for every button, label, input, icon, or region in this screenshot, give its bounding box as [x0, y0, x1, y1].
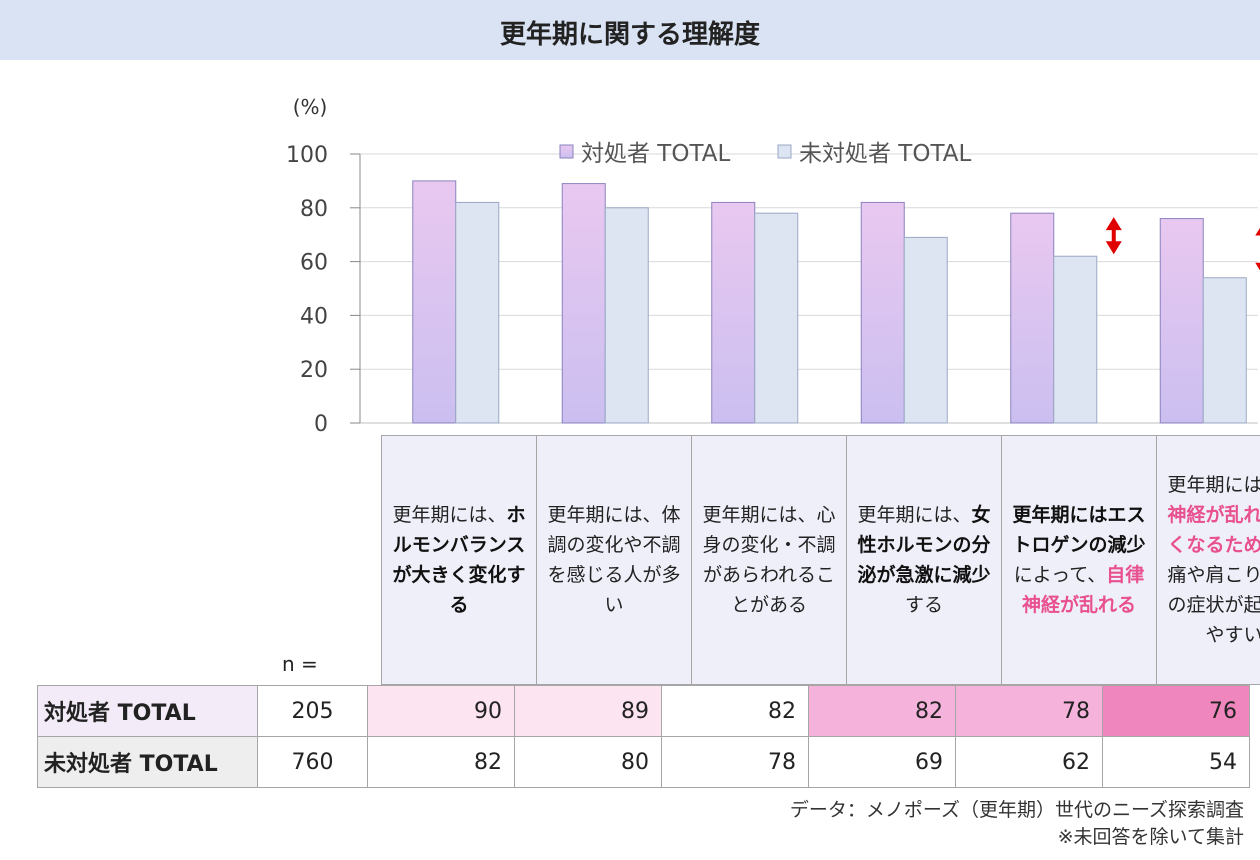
category-label-bold: ホルモンバランスが大きく変化する	[392, 504, 526, 616]
bar-series-1	[1159, 218, 1204, 424]
value-cell: 82	[367, 736, 515, 788]
row-label: 対処者 TOTAL	[37, 685, 258, 737]
title-bar: 更年期に関する理解度	[0, 0, 1260, 60]
value-cell: 62	[955, 736, 1103, 788]
bar-series-2	[903, 236, 948, 424]
category-label-cell: 更年期には、体調の変化や不調を感じる人が多い	[536, 435, 692, 685]
bar-series-1	[711, 201, 756, 424]
value-cell: 54	[1102, 736, 1250, 788]
table-row: 未対処者 TOTAL 760 82 80 78 69 62 54	[37, 736, 1250, 788]
category-label-text: 更年期には	[1167, 474, 1260, 496]
n-label: n =	[282, 652, 318, 676]
arrow-head-down	[1105, 241, 1122, 255]
value-cell: 80	[514, 736, 662, 788]
category-label-highlight: 自律神経が乱れやすくなるため	[1167, 504, 1260, 556]
bar-series-1	[1010, 212, 1055, 424]
category-label-cell: 更年期には、心身の変化・不調があらわれることがある	[691, 435, 847, 685]
category-label-text: によって、	[1013, 564, 1107, 586]
data-table-body: 対処者 TOTAL 205 90 89 82 82 78 76 未対処者 TOTAL 760 82 8…	[37, 685, 1250, 788]
legend-label: 対処者 TOTAL	[581, 141, 730, 167]
category-label-text: する	[904, 594, 943, 616]
gridlines	[360, 153, 1258, 424]
bars	[412, 180, 1247, 424]
category-label-cell: 更年期には自律神経が乱れやすくなるため、頭痛や肩こりなどの症状が起こりやすい	[1156, 435, 1260, 685]
bar-series-1	[412, 180, 457, 424]
category-label-highlight: 自律神経が乱れる	[1021, 564, 1145, 616]
bar-series-2	[754, 212, 799, 424]
y-tick-label: 60	[300, 251, 328, 276]
bar-series-2	[455, 201, 500, 424]
category-label-text: 、頭痛や肩こりなどの症状が起こりやすい	[1167, 564, 1260, 646]
bar-series-1	[561, 183, 606, 424]
difference-arrows	[1105, 217, 1260, 271]
arrow-head-up	[1255, 227, 1260, 236]
chart-title: 更年期に関する理解度	[499, 20, 760, 50]
category-label-cell: 更年期には、女性ホルモンの分泌が急激に減少する	[846, 435, 1002, 685]
y-tick-label: 100	[286, 143, 328, 168]
value-cell: 78	[955, 685, 1103, 737]
footnote: ※未回答を除いて集計	[1057, 826, 1244, 848]
category-label-text: 更年期には、心身の変化・不調があらわれることがある	[702, 504, 836, 616]
value-cell: 89	[514, 685, 662, 737]
value-cell: 82	[661, 685, 809, 737]
category-label-bold: 女性ホルモンの分泌が急激に減少	[857, 504, 991, 586]
bar-series-2	[1202, 277, 1247, 424]
bar-series-2	[1053, 255, 1098, 424]
value-cell: 69	[808, 736, 956, 788]
y-tick-label: 80	[300, 197, 328, 222]
bar-chart: (%) 0 20 40 60 80 100 対処者 TOTAL 未対処者 TOTAL	[286, 95, 1260, 435]
category-label-table: 更年期には、ホルモンバランスが大きく変化する 更年期には、体調の変化や不調を感じる…	[381, 435, 1260, 685]
sample-size-cell: 205	[257, 685, 368, 737]
category-label-text: 更年期には、体調の変化や不調を感じる人が多い	[547, 504, 681, 616]
legend-label: 未対処者 TOTAL	[799, 141, 971, 167]
y-tick-label: 40	[300, 304, 328, 329]
sample-size-cell: 760	[257, 736, 368, 788]
table-row: 対処者 TOTAL 205 90 89 82 82 78 76	[37, 685, 1250, 737]
legend-swatch	[777, 144, 792, 159]
value-cell: 78	[661, 736, 809, 788]
data-table: 対処者 TOTAL 205 90 89 82 82 78 76 未対処者 TOTAL 760 82 8…	[37, 685, 1250, 788]
category-label-cell: 更年期にはエストロゲンの減少によって、自律神経が乱れる	[1001, 435, 1157, 685]
unit-label: (%)	[293, 95, 328, 119]
category-label-text: 更年期には、	[392, 504, 507, 526]
value-cell: 76	[1102, 685, 1250, 737]
arrow-head-up	[1105, 217, 1122, 231]
value-cell: 90	[367, 685, 515, 737]
y-tick-label: 0	[314, 412, 328, 435]
category-label-cell: 更年期には、ホルモンバランスが大きく変化する	[381, 435, 537, 685]
value-cell: 82	[808, 685, 956, 737]
category-label-row: 更年期には、ホルモンバランスが大きく変化する 更年期には、体調の変化や不調を感じる…	[381, 435, 1260, 685]
legend-swatch	[559, 144, 574, 159]
category-label-text: 更年期には、	[857, 504, 972, 526]
arrow-head-down	[1255, 262, 1260, 271]
bar-series-2	[604, 207, 649, 424]
row-label: 未対処者 TOTAL	[37, 736, 258, 788]
source-note: データ：メノポーズ（更年期）世代のニーズ探索調査	[789, 799, 1244, 821]
category-label-bold: 更年期にはエストロゲンの減少	[1012, 504, 1146, 556]
bar-series-1	[860, 201, 905, 424]
legend: 対処者 TOTAL 未対処者 TOTAL	[559, 141, 971, 167]
y-axis-ticks: 0 20 40 60 80 100	[286, 143, 361, 435]
y-tick-label: 20	[300, 358, 328, 383]
